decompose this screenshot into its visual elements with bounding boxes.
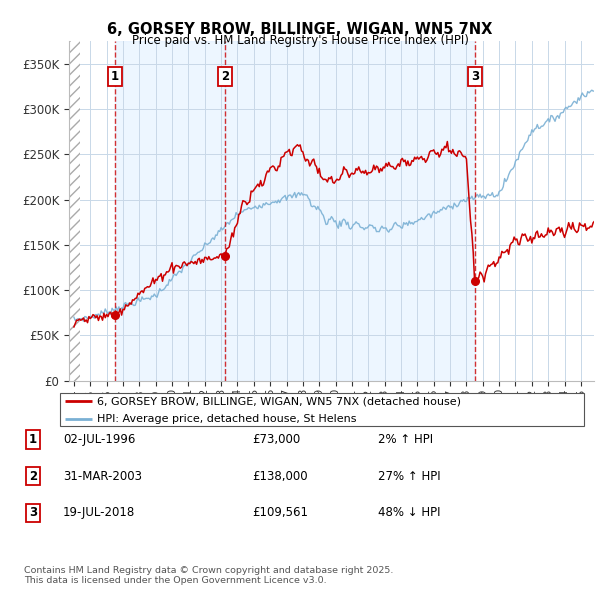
Bar: [225, 41, 475, 381]
Text: 2: 2: [29, 470, 37, 483]
Text: 2% ↑ HPI: 2% ↑ HPI: [378, 433, 433, 446]
Text: £73,000: £73,000: [252, 433, 300, 446]
Text: 19-JUL-2018: 19-JUL-2018: [63, 506, 135, 519]
Text: 31-MAR-2003: 31-MAR-2003: [63, 470, 142, 483]
Text: 6, GORSEY BROW, BILLINGE, WIGAN, WN5 7NX: 6, GORSEY BROW, BILLINGE, WIGAN, WN5 7NX: [107, 22, 493, 37]
Text: 1: 1: [29, 433, 37, 446]
Text: £138,000: £138,000: [252, 470, 308, 483]
FancyBboxPatch shape: [59, 393, 584, 426]
Text: 27% ↑ HPI: 27% ↑ HPI: [378, 470, 440, 483]
Text: HPI: Average price, detached house, St Helens: HPI: Average price, detached house, St H…: [97, 414, 356, 424]
Text: 3: 3: [29, 506, 37, 519]
Text: 2: 2: [221, 70, 229, 83]
Text: £109,561: £109,561: [252, 506, 308, 519]
Text: 02-JUL-1996: 02-JUL-1996: [63, 433, 136, 446]
Bar: [69, 41, 80, 381]
Text: 3: 3: [471, 70, 479, 83]
Text: 48% ↓ HPI: 48% ↓ HPI: [378, 506, 440, 519]
Text: 1: 1: [111, 70, 119, 83]
Text: 6, GORSEY BROW, BILLINGE, WIGAN, WN5 7NX (detached house): 6, GORSEY BROW, BILLINGE, WIGAN, WN5 7NX…: [97, 396, 461, 407]
Bar: [115, 41, 225, 381]
Text: Contains HM Land Registry data © Crown copyright and database right 2025.
This d: Contains HM Land Registry data © Crown c…: [24, 566, 394, 585]
Text: Price paid vs. HM Land Registry's House Price Index (HPI): Price paid vs. HM Land Registry's House …: [131, 34, 469, 47]
